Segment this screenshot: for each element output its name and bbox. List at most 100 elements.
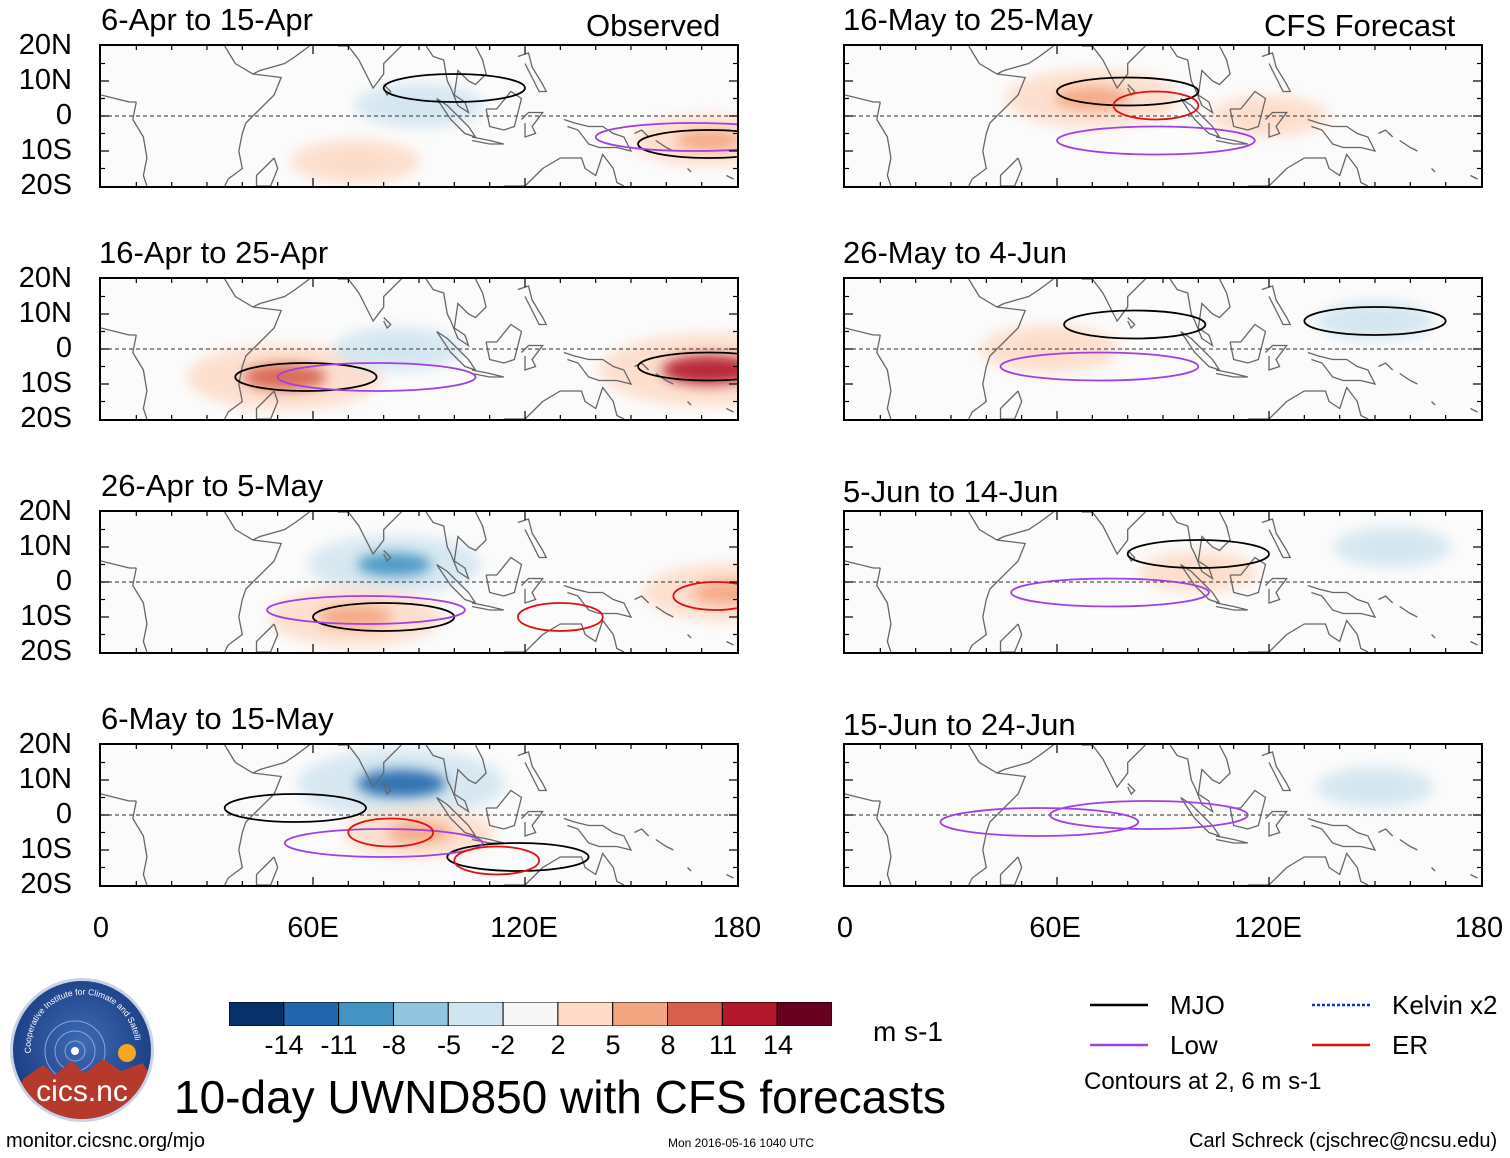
coastline — [101, 793, 137, 802]
contour-mjo — [1126, 539, 1270, 569]
coastline — [968, 512, 1027, 652]
coastline — [436, 563, 478, 605]
coastline — [968, 745, 1027, 885]
coastline — [996, 745, 1054, 774]
legend-line — [1312, 1043, 1370, 1047]
panel-title: 26-Apr to 5-May — [101, 468, 324, 503]
coastline — [1081, 46, 1146, 90]
legend-label: MJO — [1170, 990, 1225, 1020]
map-canvas — [845, 279, 1481, 419]
legend-line — [1312, 1003, 1370, 1007]
colorbar-tick: 5 — [605, 1030, 621, 1060]
lat-tick-label: 20N — [18, 495, 72, 527]
coastline — [1215, 602, 1248, 611]
legend-item-er: ER — [1310, 1030, 1505, 1060]
lat-tick-label: 20S — [20, 169, 72, 201]
colorbar-tick: 2 — [550, 1030, 566, 1060]
coastline — [255, 390, 279, 419]
coastline — [1307, 118, 1377, 152]
coastline — [337, 279, 402, 323]
coastline — [224, 745, 283, 885]
colorbar-tick: 8 — [660, 1030, 676, 1060]
lat-tick-label: 10N — [18, 763, 72, 795]
coastline — [1307, 817, 1377, 851]
wind-shading — [297, 748, 505, 859]
wind-shading — [1316, 766, 1434, 808]
lon-tick-label: 0 — [836, 912, 854, 944]
coastline — [726, 640, 734, 646]
lon-tick-label: 180 — [712, 912, 762, 944]
coastline — [876, 101, 892, 186]
coastline — [485, 90, 523, 131]
wind-anomaly-core — [676, 130, 737, 151]
coastline — [485, 323, 523, 364]
footer-timestamp: Mon 2016-05-16 1040 UTC — [668, 1136, 815, 1150]
contour-low — [283, 828, 484, 858]
coastline — [1229, 556, 1267, 597]
lat-tick-label: 10S — [20, 833, 72, 865]
coastline — [1261, 285, 1292, 326]
contour-er — [517, 602, 604, 632]
coastline — [876, 334, 892, 419]
coastline — [1247, 153, 1369, 186]
colorbar-tick: -11 — [320, 1030, 358, 1060]
panel-title: 16-May to 25-May — [843, 2, 1093, 37]
coastline — [1470, 174, 1478, 180]
colorbar-tick: -5 — [436, 1030, 462, 1060]
coastline — [337, 745, 402, 789]
wind-anomaly-core — [356, 769, 446, 798]
coastline — [999, 157, 1023, 186]
colorbar — [228, 1001, 833, 1027]
coastline — [425, 745, 487, 814]
colorbar-tick: -14 — [264, 1030, 304, 1060]
axis-ticks — [101, 279, 737, 419]
coastline — [1261, 518, 1292, 559]
coastline — [1378, 828, 1394, 837]
contour-er — [1112, 90, 1200, 121]
coastline — [1229, 323, 1267, 364]
coastline — [383, 317, 392, 330]
colorbar-units: m s-1 — [873, 1016, 943, 1047]
legend-label: Kelvin x2 — [1392, 990, 1498, 1020]
wind-anomaly-core — [242, 363, 327, 391]
coastline — [1215, 369, 1248, 378]
coastline — [252, 46, 310, 75]
coastline — [876, 567, 892, 652]
coastline — [1399, 139, 1418, 152]
wind-anomaly-core — [1367, 538, 1418, 556]
coastline — [436, 796, 478, 838]
contour-mjo — [1056, 76, 1200, 107]
axis-ticks — [101, 745, 737, 885]
legend-line — [1090, 1003, 1148, 1007]
contour-low — [1049, 800, 1249, 830]
wave-contours — [999, 306, 1447, 382]
legend-item-kelvin: Kelvin x2 — [1310, 990, 1505, 1020]
coastline — [101, 327, 137, 336]
wind-anomaly-core — [1173, 563, 1224, 580]
coastline — [517, 518, 548, 559]
coastline — [687, 634, 692, 639]
coastline — [1169, 279, 1231, 348]
contour-low — [594, 122, 737, 152]
coastline — [252, 745, 310, 774]
coastline — [1378, 595, 1394, 604]
coastline — [1261, 751, 1292, 792]
coastline — [1215, 136, 1248, 145]
map-panel — [843, 44, 1483, 188]
contour-mjo — [1303, 306, 1447, 336]
coastline — [252, 512, 310, 541]
coastline — [1470, 407, 1478, 413]
map-panel — [843, 510, 1483, 654]
coastline — [1127, 783, 1136, 796]
wind-shading — [268, 535, 737, 647]
coastlines — [845, 745, 1478, 885]
panel-title: 6-Apr to 15-Apr — [101, 2, 313, 37]
colorbar-tick: -2 — [490, 1030, 516, 1060]
axis-ticks — [845, 745, 1481, 885]
coastline — [1180, 97, 1222, 139]
coastline — [1378, 129, 1394, 138]
coastline — [383, 550, 392, 563]
coastline — [845, 560, 881, 569]
colorbar-swatch — [721, 1001, 778, 1027]
lat-tick-label: 10S — [20, 367, 72, 399]
